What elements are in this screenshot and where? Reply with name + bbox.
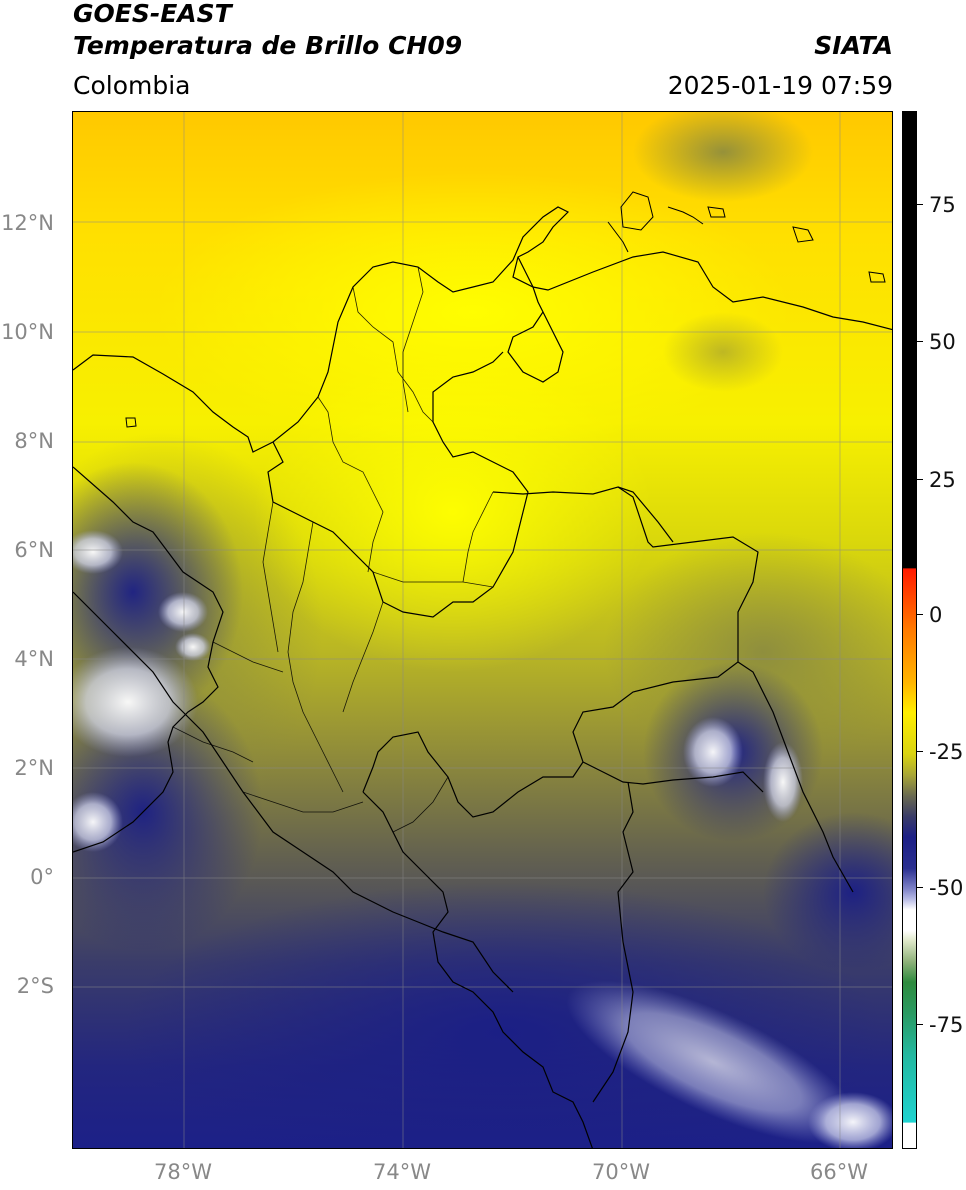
brightness-temperature-map: [72, 111, 893, 1149]
lon-label-66w: 66°W: [810, 1160, 868, 1184]
colorbar-label-minus25: -25: [929, 740, 964, 764]
colorbar-tick: [917, 479, 923, 480]
lat-label-6n: 6°N: [14, 538, 54, 562]
title-satellite: GOES-EAST: [73, 0, 232, 28]
colorbar-tick: [917, 204, 923, 205]
colorbar-tick: [917, 887, 923, 888]
map-image: [73, 112, 892, 1148]
colorbar-label-50: 50: [929, 330, 956, 354]
colorbar-tick: [917, 751, 923, 752]
lon-label-78w: 78°W: [154, 1160, 212, 1184]
colorbar-label-25: 25: [929, 468, 956, 492]
colorbar-tick: [917, 614, 923, 615]
region-label: Colombia: [73, 71, 191, 100]
lat-label-12n: 12°N: [1, 211, 54, 235]
source-label: SIATA: [814, 31, 893, 60]
lat-label-0: 0°: [30, 865, 54, 889]
lat-label-8n: 8°N: [14, 429, 54, 453]
lon-label-74w: 74°W: [373, 1160, 431, 1184]
title-product: Temperatura de Brillo CH09: [73, 31, 463, 60]
lat-label-2s: 2°S: [16, 974, 54, 998]
colorbar-tick: [917, 341, 923, 342]
colorbar-gradient: [903, 112, 916, 1148]
colorbar-label-minus50: -50: [929, 876, 964, 900]
lat-label-10n: 10°N: [1, 320, 54, 344]
datetime-label: 2025-01-19 07:59: [667, 71, 893, 100]
lat-label-4n: 4°N: [14, 647, 54, 671]
colorbar-label-75: 75: [929, 193, 956, 217]
lat-label-2n: 2°N: [14, 756, 54, 780]
colorbar-label-0: 0: [929, 603, 943, 627]
colorbar-label-minus75: -75: [929, 1013, 964, 1037]
lon-label-70w: 70°W: [592, 1160, 650, 1184]
colorbar-tick: [917, 1024, 923, 1025]
temperature-colorbar: [902, 111, 917, 1149]
